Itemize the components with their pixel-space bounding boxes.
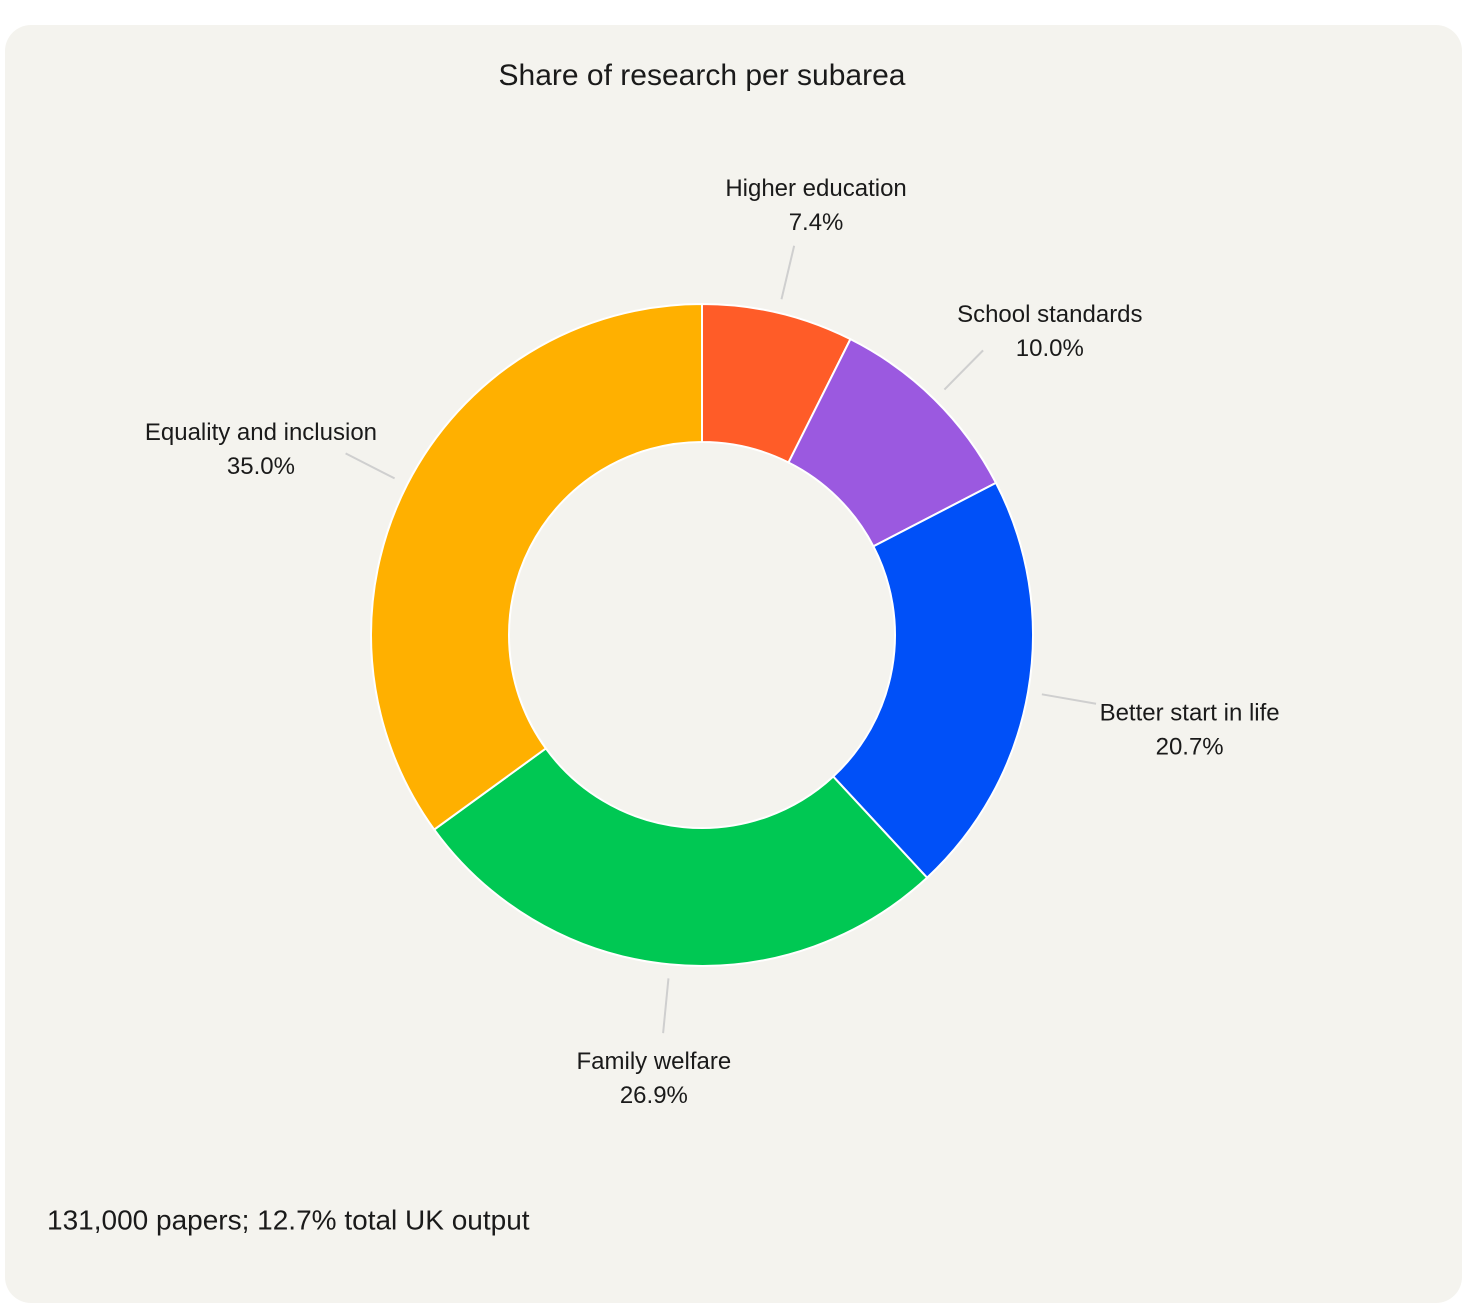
donut-segment [432,747,929,967]
card [5,25,1462,1303]
segment-label: Family welfare [577,1048,732,1075]
donut-segment [831,481,1034,880]
leader-line [662,978,670,1034]
segment-value-label: 26.9% [620,1082,688,1109]
chart-title: Share of research per subarea [499,59,906,92]
segment-value-label: 20.7% [1156,734,1224,761]
leader-line [1041,693,1097,705]
segment-label: School standards [957,301,1142,328]
chart-note: 131,000 papers; 12.7% total UK output [47,1204,530,1235]
leader-line [780,245,796,300]
segment-label: Equality and inclusion [145,419,377,446]
leader-line [943,349,984,391]
donut-segment [369,302,703,831]
segment-value-label: 7.4% [789,209,844,236]
segment-value-label: 10.0% [1016,335,1084,362]
leader-line [345,452,396,480]
segment-value-label: 35.0% [227,453,295,480]
segment-label: Better start in life [1100,700,1280,727]
segment-label: Higher education [725,175,906,202]
